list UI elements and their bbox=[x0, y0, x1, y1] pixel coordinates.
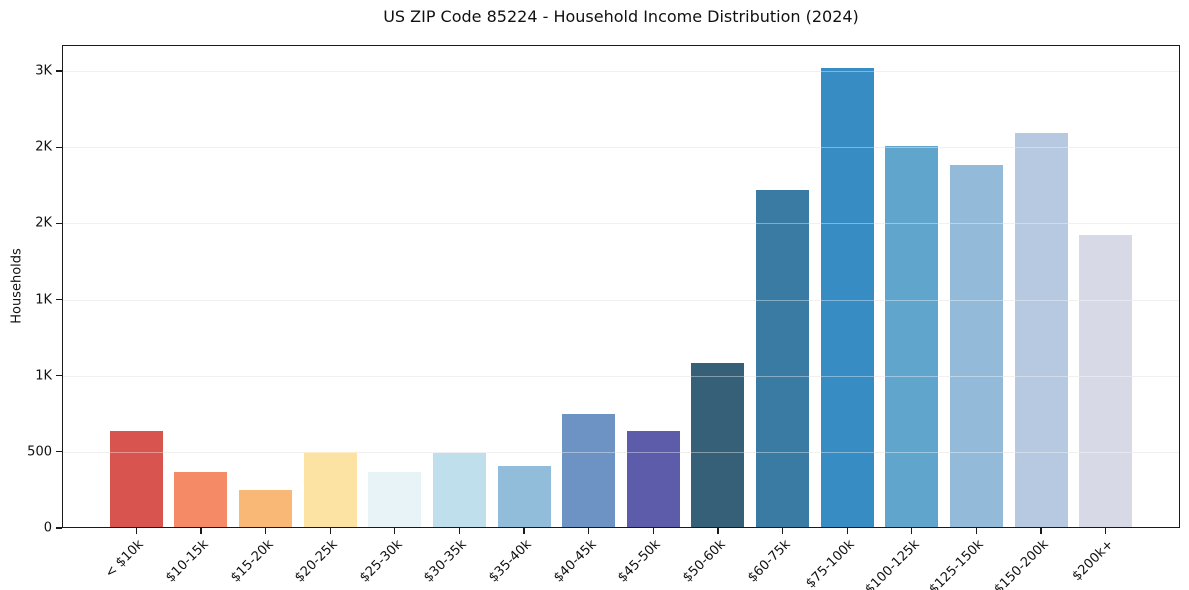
gridline bbox=[62, 223, 1180, 225]
bar bbox=[1014, 132, 1068, 528]
x-tick-mark bbox=[200, 528, 202, 534]
x-tick-mark bbox=[781, 528, 784, 534]
bar bbox=[562, 413, 616, 528]
x-tick-label: $20-25k bbox=[292, 537, 341, 586]
bar bbox=[820, 68, 874, 528]
chart-title: US ZIP Code 85224 - Household Income Dis… bbox=[383, 7, 859, 26]
x-tick-label: $125-150k bbox=[926, 537, 988, 590]
bar bbox=[109, 430, 163, 528]
y-tick-label: 3K bbox=[35, 63, 52, 79]
bar bbox=[497, 466, 551, 528]
gridline bbox=[62, 299, 1180, 301]
x-tick-mark bbox=[458, 528, 461, 534]
gridline bbox=[62, 375, 1180, 377]
x-tick-label: $25-30k bbox=[356, 537, 406, 586]
gridline bbox=[62, 375, 1180, 377]
plot-area: 0 500 1K 1K 2K 2K 3K < $10k $10-15k $15-20k $20-2… bbox=[27, 45, 1180, 590]
x-tick-mark bbox=[523, 528, 525, 534]
bar bbox=[432, 452, 486, 528]
x-tick-mark bbox=[588, 528, 590, 534]
y-tick-mark bbox=[56, 375, 62, 377]
bar bbox=[885, 146, 939, 528]
bar bbox=[239, 489, 293, 528]
gridlines-under-layer bbox=[62, 45, 1180, 528]
bar bbox=[626, 431, 680, 528]
gridlines-over-layer bbox=[62, 45, 1180, 528]
y-tick-mark bbox=[56, 222, 62, 224]
x-tick-mark bbox=[1040, 528, 1042, 534]
x-tick-mark bbox=[717, 528, 719, 534]
gridline bbox=[62, 451, 1180, 453]
x-tick-label: $100-125k bbox=[862, 537, 923, 590]
x-tick-label: $40-45k bbox=[550, 537, 600, 586]
x-tick-mark bbox=[1105, 528, 1107, 534]
x-tick-label: $60-75k bbox=[744, 537, 794, 586]
bar bbox=[1079, 234, 1133, 528]
x-tick-mark bbox=[846, 528, 848, 534]
x-tick-label: $50-60k bbox=[680, 537, 729, 586]
y-axis-title: Households bbox=[9, 248, 25, 324]
y-tick-label: 0 bbox=[43, 520, 52, 536]
gridline bbox=[62, 451, 1180, 453]
gridline bbox=[62, 147, 1180, 149]
y-tick-mark bbox=[56, 146, 62, 148]
x-tick-mark bbox=[975, 528, 978, 534]
x-tick-label: $45-50k bbox=[615, 537, 664, 586]
x-tick-label: $150-200k bbox=[991, 537, 1052, 590]
x-tick-mark bbox=[135, 528, 137, 534]
x-tick-mark bbox=[652, 528, 654, 534]
x-tick-label: $200k+ bbox=[1069, 537, 1117, 585]
bar bbox=[691, 362, 745, 528]
gridline bbox=[62, 299, 1180, 301]
bars-layer bbox=[62, 45, 1180, 528]
bar bbox=[756, 189, 810, 528]
gridline bbox=[62, 223, 1180, 225]
y-tick-label: 1K bbox=[35, 368, 52, 384]
x-tick-label: < $10k bbox=[102, 537, 147, 582]
y-tick-label: 2K bbox=[35, 215, 52, 231]
x-tick-mark bbox=[264, 528, 267, 534]
gridline bbox=[62, 147, 1180, 149]
y-tick-label: 1K bbox=[35, 292, 52, 308]
gridline bbox=[62, 71, 1180, 73]
gridline bbox=[62, 71, 1180, 73]
x-tick-label: $10-15k bbox=[163, 537, 212, 586]
y-tick-label: 500 bbox=[27, 444, 52, 460]
y-tick-mark bbox=[56, 527, 62, 529]
x-tick-mark bbox=[329, 528, 331, 534]
y-tick-mark bbox=[56, 451, 62, 453]
bar bbox=[368, 472, 422, 528]
bar bbox=[949, 165, 1003, 528]
x-tick-label: $30-35k bbox=[421, 537, 471, 586]
x-tick-label: $75-100k bbox=[803, 537, 858, 590]
bar bbox=[174, 472, 228, 528]
x-tick-mark bbox=[911, 528, 913, 534]
y-tick-label: 2K bbox=[35, 139, 52, 155]
y-tick-mark bbox=[56, 70, 62, 72]
bar bbox=[303, 451, 357, 528]
x-tick-label: $15-20k bbox=[227, 537, 277, 586]
x-tick-label: $35-40k bbox=[486, 537, 535, 586]
y-tick-mark bbox=[56, 298, 62, 301]
x-tick-mark bbox=[394, 528, 396, 534]
